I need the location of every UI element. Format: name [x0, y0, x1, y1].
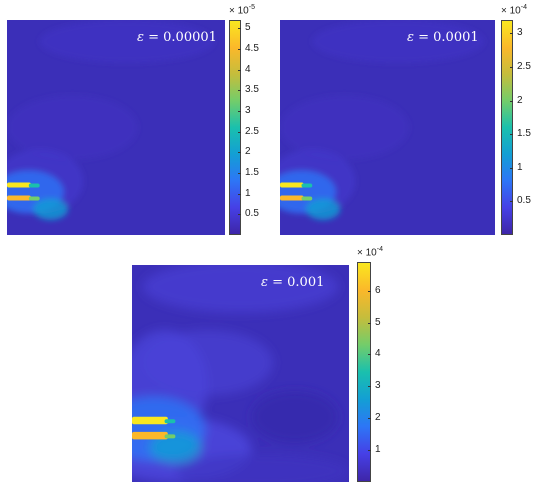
heatmap-plot: [7, 20, 225, 235]
colorbar-tick: [510, 67, 513, 69]
epsilon-label: ε = 0.001: [261, 275, 324, 290]
colorbar-tick: [238, 172, 241, 174]
field-hotspot: [280, 195, 304, 201]
heatmap-field: [7, 20, 225, 235]
colorbar-tick-label: 1.5: [245, 166, 259, 178]
colorbar-tick-label: 6: [375, 284, 381, 296]
epsilon-label: ε = 0.0001: [407, 30, 479, 45]
colorbar-tick: [368, 418, 371, 420]
field-hotspot: [132, 416, 168, 425]
colorbar-tick-label: 0.5: [245, 208, 259, 220]
heatmap-plot: [280, 20, 495, 235]
colorbar-exponent: × 10-5: [229, 4, 255, 16]
field-hotspot: [28, 183, 40, 188]
heatmap-plot: [132, 265, 349, 482]
colorbar-tick-label: 4.5: [245, 42, 259, 54]
colorbar-tick: [368, 354, 371, 356]
exponent-power: -4: [520, 4, 527, 11]
field-variation: [7, 95, 138, 160]
field-variation: [142, 265, 339, 313]
colorbar-tick: [510, 33, 513, 35]
colorbar-tick-label: 1: [375, 444, 381, 456]
colorbar-tick: [368, 290, 371, 292]
colorbar-tick-label: 3: [375, 380, 381, 392]
colorbar-tick: [238, 131, 241, 133]
colorbar-tick-label: 2: [517, 94, 523, 106]
colorbar-tick-label: 1.5: [517, 128, 531, 140]
colorbar-tick-label: 2.5: [245, 125, 259, 137]
colorbar-tick: [368, 450, 371, 452]
colorbar-tick-label: 3: [245, 104, 251, 116]
epsilon-label: ε = 0.00001: [137, 30, 217, 45]
epsilon-prefix: ε =: [261, 275, 288, 290]
field-hotspot: [280, 182, 304, 188]
colorbar: [229, 20, 241, 235]
field-hotspot: [164, 434, 176, 439]
exponent-base: × 10: [501, 5, 521, 17]
colorbar-tick: [368, 386, 371, 388]
epsilon-value: 0.001: [287, 275, 325, 290]
colorbar-tick: [510, 134, 513, 136]
colorbar-tick-label: 5: [245, 22, 251, 34]
field-hotspot: [132, 431, 168, 440]
heatmap-field: [280, 20, 495, 235]
colorbar-tick: [510, 167, 513, 169]
field-hotspot: [164, 419, 176, 424]
colorbar-tick: [238, 214, 241, 216]
colorbar-tick-label: 1: [245, 187, 251, 199]
exponent-base: × 10: [357, 247, 377, 259]
epsilon-prefix: ε =: [137, 30, 164, 45]
colorbar-tick: [238, 152, 241, 154]
epsilon-prefix: ε =: [407, 30, 434, 45]
field-halo: [33, 198, 69, 220]
epsilon-value: 0.00001: [163, 30, 217, 45]
field-hotspot: [301, 196, 313, 201]
exponent-base: × 10: [229, 5, 249, 17]
colorbar-tick-label: 2: [245, 146, 251, 158]
field-hotspot: [28, 196, 40, 201]
colorbar-tick-label: 3: [517, 27, 523, 39]
field-variation: [312, 20, 485, 63]
colorbar-tick-label: 0.5: [517, 195, 531, 207]
colorbar-tick-label: 2.5: [517, 61, 531, 73]
exponent-power: -5: [248, 4, 255, 11]
colorbar: [501, 20, 513, 235]
colorbar-exponent: × 10-4: [357, 246, 383, 258]
heatmap-field: [132, 265, 349, 482]
colorbar-tick: [238, 110, 241, 112]
colorbar-tick-label: 2: [375, 412, 381, 424]
field-variation: [175, 453, 349, 482]
colorbar-tick: [238, 48, 241, 50]
field-hotspot: [7, 182, 31, 188]
colorbar-tick: [510, 100, 513, 102]
field-variation: [251, 390, 339, 443]
colorbar: [357, 262, 371, 482]
colorbar-tick-label: 1: [517, 161, 523, 173]
colorbar-tick: [238, 193, 241, 195]
colorbar-tick-label: 4: [375, 348, 381, 360]
field-halo: [305, 198, 341, 220]
colorbar-tick: [238, 28, 241, 30]
epsilon-value: 0.0001: [433, 30, 479, 45]
colorbar-exponent: × 10-4: [501, 4, 527, 16]
colorbar-tick: [238, 90, 241, 92]
colorbar-tick: [510, 201, 513, 203]
colorbar-tick: [238, 69, 241, 71]
field-hotspot: [7, 195, 31, 201]
field-hotspot: [301, 183, 313, 188]
colorbar-tick-label: 3.5: [245, 84, 259, 96]
field-variation: [280, 95, 409, 160]
colorbar-tick: [368, 322, 371, 324]
field-variation: [39, 20, 215, 63]
exponent-power: -4: [376, 246, 383, 253]
colorbar-tick-label: 4: [245, 63, 251, 75]
colorbar-tick-label: 5: [375, 316, 381, 328]
